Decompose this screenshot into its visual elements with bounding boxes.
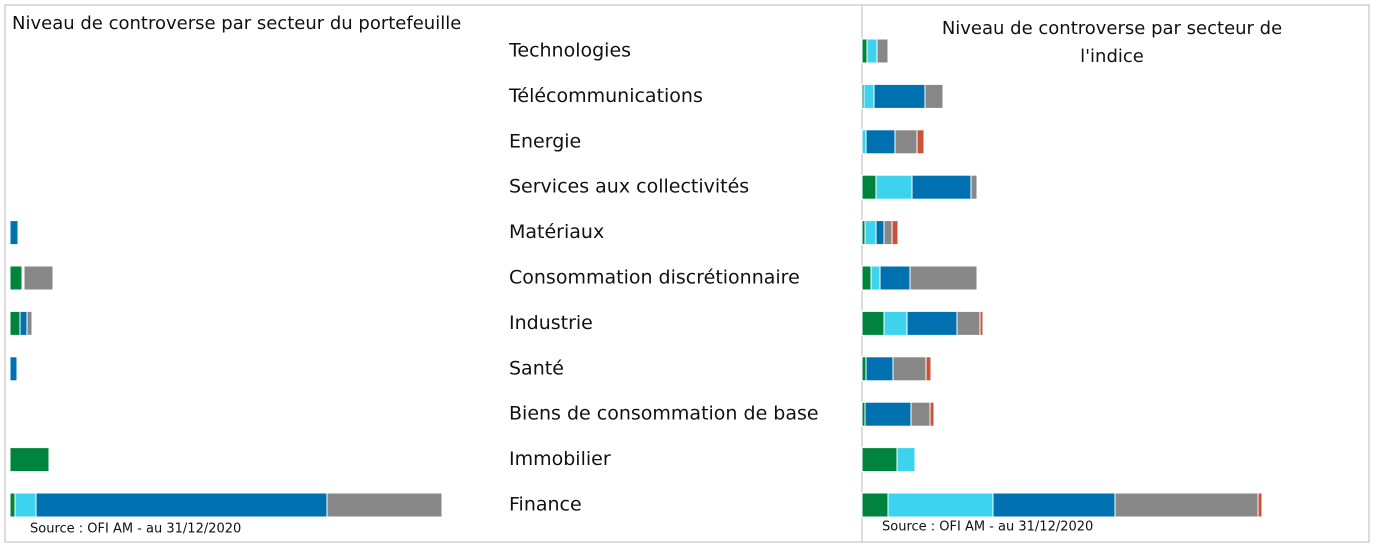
bar-segment xyxy=(865,356,894,382)
category-label: Matériaux xyxy=(509,221,604,243)
bar-segment xyxy=(873,83,926,109)
bar-segment xyxy=(26,310,33,336)
bar-segment xyxy=(896,447,916,473)
category-label: Services aux collectivités xyxy=(509,176,749,198)
bar-segment xyxy=(861,129,867,155)
bar-segment xyxy=(9,356,18,382)
bar-segment xyxy=(9,265,23,291)
bar-segment xyxy=(326,492,443,518)
bar-segment xyxy=(992,492,1116,518)
bar-segment xyxy=(9,447,50,473)
bar-segment xyxy=(970,174,978,200)
bar-segment xyxy=(887,492,994,518)
bar-segment xyxy=(864,220,877,246)
bar-segment xyxy=(879,265,911,291)
bar-segment xyxy=(910,401,931,427)
bar-segment xyxy=(9,310,21,336)
bar-segment xyxy=(861,38,868,64)
bar-segment xyxy=(979,310,984,336)
source-note: Source : OFI AM - au 31/12/2020 xyxy=(882,520,1093,535)
category-label: Immobilier xyxy=(509,448,611,470)
category-label: Finance xyxy=(509,494,582,516)
bar-segment xyxy=(911,174,972,200)
bar-segment xyxy=(875,220,885,246)
bar-segment xyxy=(883,310,908,336)
bar-segment xyxy=(23,265,54,291)
category-label: Biens de consommation de base xyxy=(509,403,819,425)
frame xyxy=(4,4,1370,543)
category-label: Télécommunications xyxy=(508,85,703,107)
bar-segment xyxy=(892,356,927,382)
bar-segment xyxy=(19,310,28,336)
bar-segment xyxy=(865,129,896,155)
bar-segment xyxy=(883,220,893,246)
bar-segment xyxy=(916,129,925,155)
bar-segment xyxy=(924,83,944,109)
bar-segment xyxy=(1114,492,1259,518)
bar-segment xyxy=(909,265,978,291)
bar-segment xyxy=(956,310,981,336)
bar-segment xyxy=(861,265,872,291)
bar-segment xyxy=(925,356,932,382)
source-note: Source : OFI AM - au 31/12/2020 xyxy=(30,522,241,537)
bar-segment xyxy=(861,447,898,473)
bar-segment xyxy=(1257,492,1263,518)
bar-segment xyxy=(866,38,878,64)
bar-segment xyxy=(861,492,889,518)
category-label: Technologies xyxy=(508,40,631,62)
chart-title: Niveau de controverse par secteur de l'i… xyxy=(941,18,1283,67)
bar-segment xyxy=(861,356,867,382)
bar-segment xyxy=(9,492,16,518)
bar-segment xyxy=(876,38,889,64)
bar-segment xyxy=(861,310,885,336)
bar-segment xyxy=(875,174,913,200)
category-label: Industrie xyxy=(509,312,593,334)
bar-segment xyxy=(906,310,958,336)
bar-segment xyxy=(891,220,899,246)
bar-segment xyxy=(863,83,875,109)
bar-segment xyxy=(14,492,37,518)
category-label: Consommation discrétionnaire xyxy=(509,267,800,289)
bar-segment xyxy=(864,401,912,427)
bar-segment xyxy=(9,220,19,246)
chart-title: Niveau de controverse par secteur du por… xyxy=(12,13,462,34)
bar-segment xyxy=(894,129,918,155)
category-label: Energie xyxy=(509,130,581,152)
bar-segment xyxy=(861,174,877,200)
bar-segment xyxy=(929,401,935,427)
bar-segment xyxy=(870,265,881,291)
bar-segment xyxy=(35,492,328,518)
category-label: Santé xyxy=(509,357,564,379)
